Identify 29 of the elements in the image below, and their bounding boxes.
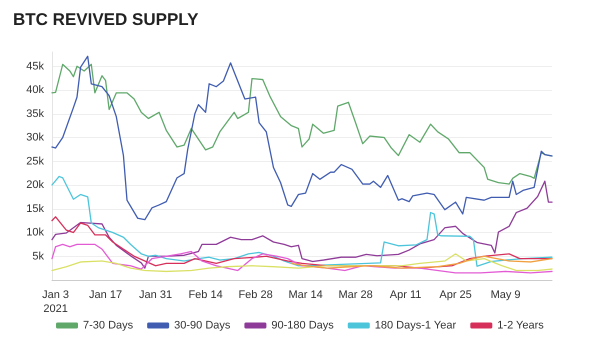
x-tick-label: Mar 14 [288,289,323,301]
legend-label: 7-30 Days [83,320,134,332]
y-tick-label: 15k [26,202,44,215]
y-tick-label: 30k [26,132,44,144]
x-tick-label: Feb 14 [188,289,223,301]
line-series [51,244,553,274]
y-tick-label: 10k [26,226,44,238]
x-tick-label: Mar 28 [338,289,373,301]
y-tick-label: 35k [26,108,44,120]
x-tick-label: Jan 31 [139,289,172,301]
x-tick-label: Feb 28 [238,289,273,301]
x-tick-label: May 9 [490,289,521,301]
line-series [51,56,553,220]
y-tick-label: 20k [26,179,44,191]
chart-title: BTC REVIVED SUPPLY [13,10,200,29]
legend-label: 90-180 Days [271,320,334,332]
legend-label: 1-2 Years [497,320,544,332]
x-tick-label: Jan 3 2021 [42,289,70,315]
y-tick-label: 25k [26,155,44,168]
y-tick-label: 40k [26,84,44,96]
y-tick-label: 45k [26,60,44,72]
x-tick-label: Apr 25 [439,289,472,301]
y-tick-label: 5k [32,250,44,262]
legend-label: 30-90 Days [174,320,231,332]
x-tick-label: Apr 11 [390,289,422,301]
legend-label: 180 Days-1 Year [374,320,456,332]
x-tick-label: Jan 17 [89,289,122,301]
line-series [51,253,553,272]
line-series [290,256,553,269]
